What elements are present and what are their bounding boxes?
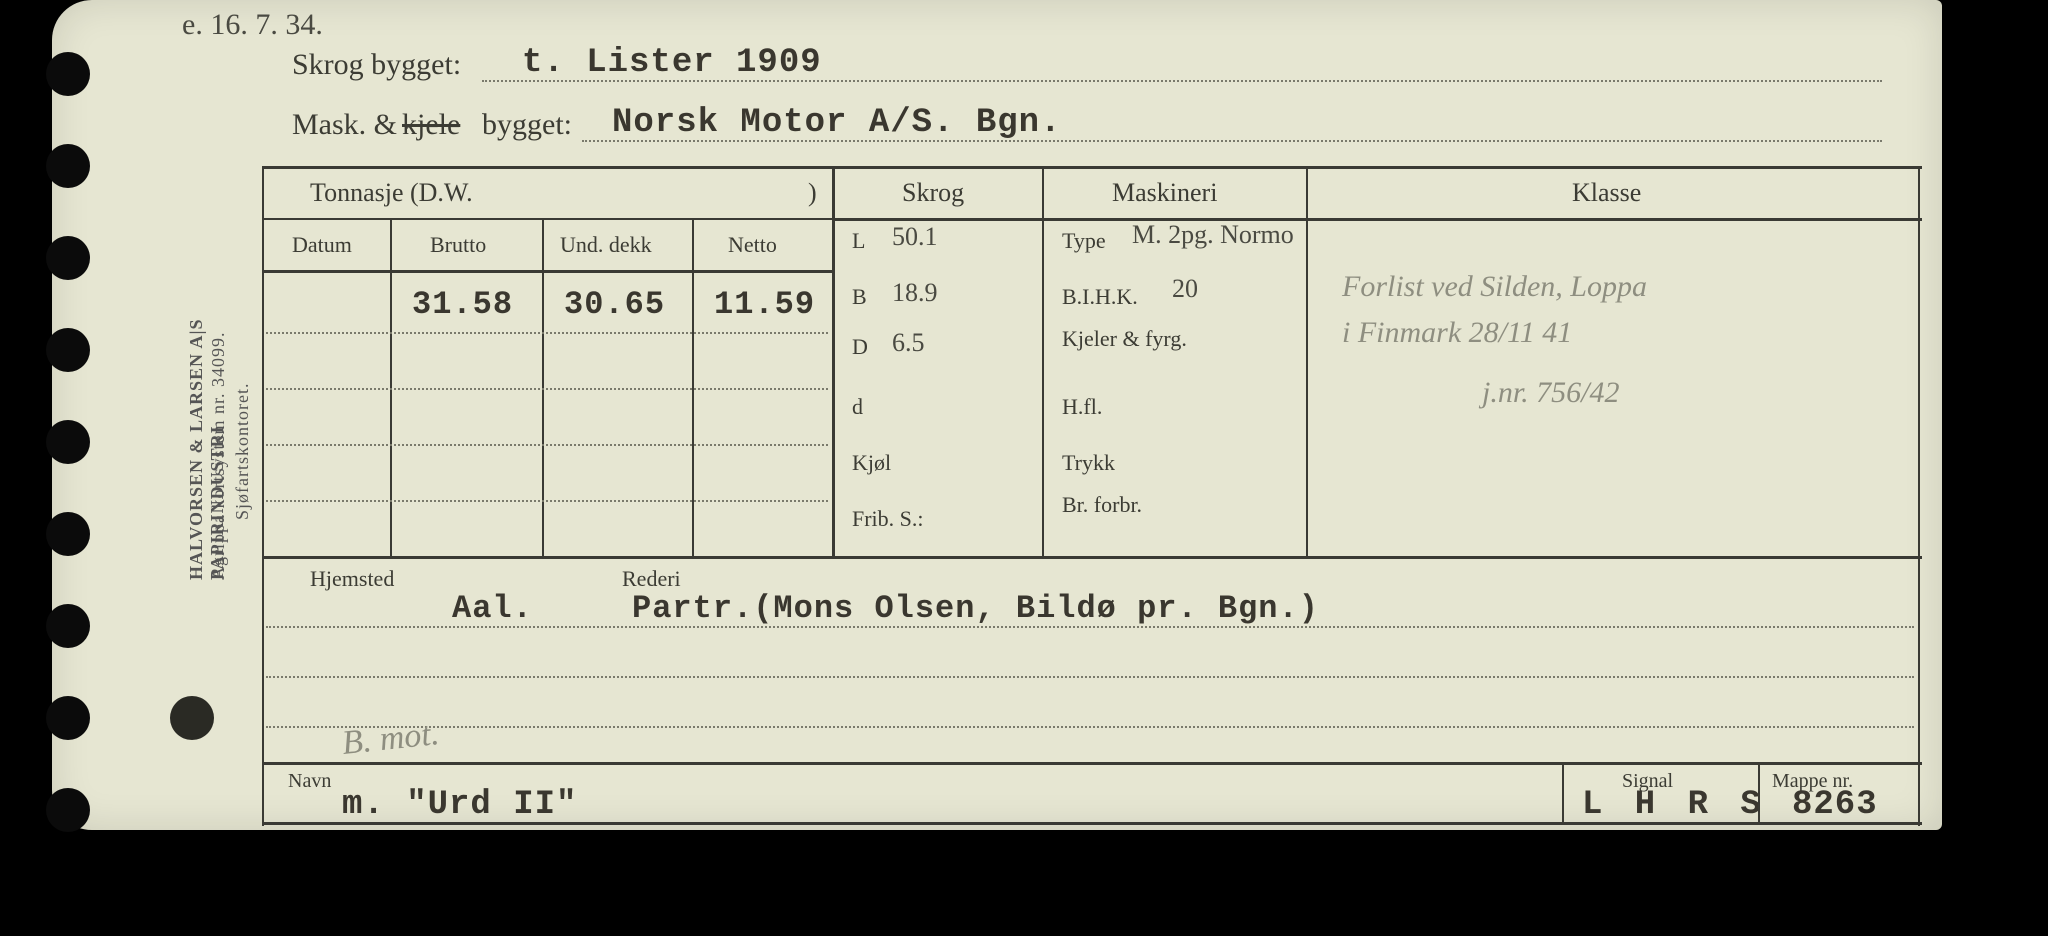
rule — [262, 218, 832, 220]
col-netto: Netto — [728, 232, 777, 258]
val-netto: 11.59 — [714, 286, 815, 323]
rule — [542, 218, 544, 556]
rule — [1758, 762, 1760, 822]
dotrow — [266, 676, 1914, 678]
skrog-bygget-label: Skrog bygget: — [292, 48, 461, 82]
rule — [1042, 166, 1044, 556]
mask-kjeler-label: Kjeler & fyrg. — [1062, 328, 1187, 350]
rule — [262, 270, 832, 273]
rule-left — [262, 166, 264, 826]
skrog-kjol-label: Kjøl — [852, 450, 891, 476]
punch-hole — [46, 696, 90, 740]
mask-bihk-value: 20 — [1172, 274, 1198, 304]
rule-mid — [262, 556, 1922, 559]
skrog-L-label: L — [852, 228, 865, 254]
tonnasje-header: Tonnasje (D.W. — [310, 178, 473, 208]
punch-hole — [46, 144, 90, 188]
skrog-bygget-value: t. Lister 1909 — [522, 44, 822, 82]
rederi-value: Partr.(Mons Olsen, Bildø pr. Bgn.) — [632, 590, 1319, 627]
skrog-D-label: D — [852, 334, 868, 360]
navn-label: Navn — [288, 770, 331, 793]
index-tab — [170, 696, 214, 740]
dotrow — [266, 726, 1914, 728]
mask-label-pre: Mask. & — [292, 108, 397, 142]
tonnasje-close: ) — [808, 178, 817, 208]
index-card: e. 16. 7. 34. Skrog bygget: t. Lister 19… — [52, 0, 1942, 830]
dotrow — [266, 626, 1914, 628]
val-brutto: 31.58 — [412, 286, 513, 323]
rule — [1306, 166, 1308, 556]
rule — [390, 218, 392, 556]
punch-hole — [46, 236, 90, 280]
rule-right — [1918, 166, 1920, 826]
rule-top — [262, 166, 1922, 169]
pencil-note: B. mot. — [340, 715, 441, 763]
mask-hfl-label: H.fl. — [1062, 394, 1102, 420]
skrog-header: Skrog — [902, 178, 964, 208]
rule-lower — [262, 762, 1922, 765]
val-und: 30.65 — [564, 286, 665, 323]
signal-value: L H R S — [1582, 786, 1767, 824]
klasse-note-2: i Finmark 28/11 41 — [1342, 316, 1572, 350]
navn-value: m. "Urd II" — [342, 786, 577, 824]
punch-hole — [46, 420, 90, 464]
dotrow — [266, 444, 828, 446]
rule — [832, 218, 1922, 221]
dotrow — [266, 332, 828, 334]
col-und: Und. dekk — [560, 232, 652, 258]
dotrow — [266, 500, 828, 502]
mask-type-value: M. 2pg. Normo — [1132, 220, 1294, 250]
skrog-B-value: 18.9 — [892, 278, 938, 308]
skrog-d-label: d — [852, 394, 863, 420]
punch-hole — [46, 512, 90, 556]
hjemsted-label: Hjemsted — [310, 566, 394, 592]
side-office: Sjøfartskontoret. — [232, 360, 253, 520]
punch-hole — [46, 788, 90, 832]
maskineri-header: Maskineri — [1112, 178, 1217, 208]
skrog-L-value: 50.1 — [892, 222, 938, 252]
mask-value: Norsk Motor A/S. Bgn. — [612, 104, 1061, 142]
mask-type-label: Type — [1062, 228, 1106, 254]
punch-hole — [46, 328, 90, 372]
punch-hole — [46, 604, 90, 648]
punch-hole — [46, 52, 90, 96]
rule — [832, 166, 835, 556]
col-brutto: Brutto — [430, 232, 486, 258]
mappe-value: 8263 — [1792, 786, 1878, 824]
mask-trykk-label: Trykk — [1062, 450, 1115, 476]
top-annotation: e. 16. 7. 34. — [182, 8, 323, 42]
rule — [692, 218, 694, 556]
rule — [1562, 762, 1564, 822]
klasse-note-3: j.nr. 756/42 — [1482, 376, 1620, 410]
col-datum: Datum — [292, 232, 352, 258]
dotrow — [266, 388, 828, 390]
mask-bihk-label: B.I.H.K. — [1062, 284, 1138, 310]
mask-br-label: Br. forbr. — [1062, 494, 1142, 516]
skrog-D-value: 6.5 — [892, 328, 925, 358]
klasse-note-1: Forlist ved Silden, Loppa — [1342, 270, 1647, 304]
mask-label-post: bygget: — [482, 108, 572, 142]
rederi-label: Rederi — [622, 566, 681, 592]
mask-label-strike: kjele — [402, 108, 460, 142]
side-system: Agrippa kortsystem nr. 34099. — [208, 320, 229, 580]
skrog-frib-label: Frib. S.: — [852, 506, 924, 532]
skrog-B-label: B — [852, 284, 867, 310]
hjemsted-value: Aal. — [452, 590, 533, 627]
klasse-header: Klasse — [1572, 178, 1641, 208]
